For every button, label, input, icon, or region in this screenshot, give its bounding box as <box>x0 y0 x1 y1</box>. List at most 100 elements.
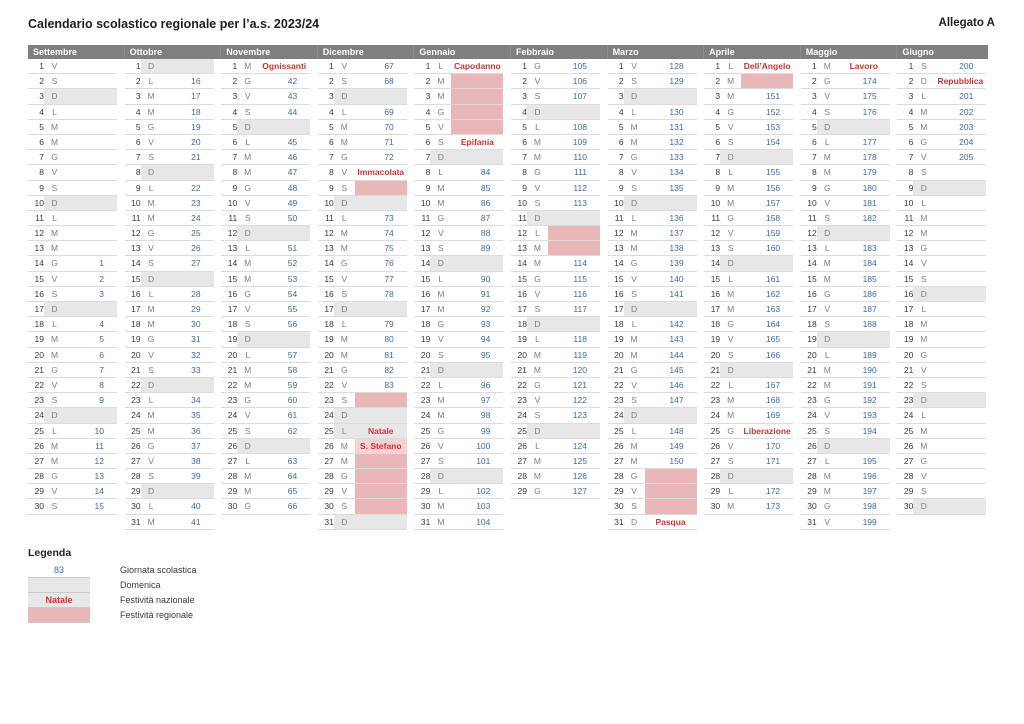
day-value <box>354 180 407 195</box>
weekday-letter: G <box>630 471 638 482</box>
calendar-row: 8 L 155 <box>704 165 794 181</box>
day-value: 127 <box>572 486 587 497</box>
month-header: Maggio <box>801 45 898 59</box>
weekday-letter: S <box>921 379 927 390</box>
calendar-row: 28 G 13 <box>28 469 117 485</box>
weekday-letter: M <box>823 152 831 163</box>
weekday-letter: M <box>727 288 735 299</box>
day-number: 25 <box>420 425 431 436</box>
day-number: 30 <box>227 501 238 512</box>
day-number: 29 <box>324 486 334 497</box>
weekday-letter: D <box>333 302 355 317</box>
day-value <box>65 408 117 423</box>
day-number: 1 <box>812 61 817 71</box>
day-value: 165 <box>765 334 781 345</box>
day-value: 61 <box>287 410 298 421</box>
day-value: 25 <box>191 228 201 239</box>
weekday-letter: V <box>824 91 831 102</box>
weekday-letter: L <box>535 440 540 451</box>
weekday-letter: S <box>534 304 541 314</box>
day-number: 6 <box>135 136 141 147</box>
day-number: 18 <box>614 319 624 330</box>
day-number: 8 <box>618 167 624 178</box>
day-number: 29 <box>614 486 624 497</box>
calendar-row: 26 D <box>221 438 311 454</box>
day-number: 22 <box>903 379 914 390</box>
day-number: 1 <box>522 61 527 71</box>
weekday-letter: M <box>147 197 155 208</box>
day-number: 15 <box>131 273 141 284</box>
weekday-letter: L <box>921 91 927 102</box>
day-number: 23 <box>903 395 914 406</box>
day-number: 14 <box>420 258 431 269</box>
weekday-letter: M <box>920 440 928 451</box>
legend-item-national-holiday: Natale Festività nazionale <box>28 593 197 608</box>
day-value <box>934 256 986 270</box>
day-value: 72 <box>384 152 394 163</box>
day-number: 29 <box>710 486 721 497</box>
day-number: 20 <box>903 349 914 360</box>
day-value: 27 <box>191 258 201 269</box>
calendar-row: 1 S 200 <box>897 59 987 75</box>
day-value: 4 <box>99 319 104 330</box>
weekday-letter: M <box>727 501 735 512</box>
day-number: 7 <box>135 152 141 163</box>
calendar-row: 10 M 157 <box>704 196 794 211</box>
day-value: Capodanno <box>454 61 501 71</box>
day-number: 12 <box>34 228 44 239</box>
day-value <box>65 181 117 195</box>
day-number: 13 <box>227 243 238 254</box>
calendar-row: 13 S 160 <box>704 241 794 257</box>
weekday-letter: M <box>920 121 928 132</box>
calendar-row: 28 D <box>704 469 794 485</box>
day-value: 201 <box>959 91 974 102</box>
day-value: 181 <box>862 197 877 208</box>
calendar-row: 30 L 40 <box>124 499 214 515</box>
day-number: 5 <box>329 121 334 132</box>
calendar-row: 1 L Dell’Angelo <box>704 59 794 75</box>
day-number: 8 <box>522 167 527 178</box>
day-value: 143 <box>669 334 684 345</box>
weekday-letter: G <box>630 364 638 375</box>
day-value: 155 <box>765 167 781 178</box>
day-number: 19 <box>710 334 721 345</box>
weekday-letter: V <box>51 379 58 390</box>
day-number: 27 <box>517 455 527 466</box>
day-value: 144 <box>669 349 684 360</box>
day-value <box>741 469 794 484</box>
weekday-letter: G <box>727 212 734 223</box>
weekday-letter: V <box>438 334 444 345</box>
day-number: 14 <box>517 258 527 269</box>
day-number: 17 <box>517 304 527 314</box>
calendar-row: 1 G 105 <box>510 59 600 75</box>
weekday-letter: M <box>437 91 445 102</box>
day-number: 18 <box>903 319 914 330</box>
day-number: 27 <box>807 455 817 466</box>
weekday-letter: S <box>921 486 927 497</box>
day-number: 16 <box>131 288 141 299</box>
day-number: 13 <box>131 243 141 254</box>
month-column: 1 D 2 L 16 3 M 17 4 M 18 5 G 19 6 V 20 7 S 21 8 D 9 L 22 10 M 23 11 M… <box>124 59 214 530</box>
calendar-row: 22 L 96 <box>414 378 504 394</box>
day-number: 6 <box>425 136 431 147</box>
calendar-row: 20 S 166 <box>704 348 794 363</box>
day-number: 15 <box>614 273 624 284</box>
weekday-letter: D <box>913 180 935 195</box>
day-number: 24 <box>227 410 238 421</box>
month-column: 1 M Ognissanti 2 G 42 3 V 43 4 S 44 5 D 6 L 45 7 M 46 8 M 47 9 G… <box>221 59 311 530</box>
calendar-row: 12 V 88 <box>414 226 504 242</box>
weekday-letter: G <box>244 76 251 87</box>
weekday-letter: M <box>630 136 638 147</box>
calendar-row: 18 D <box>510 317 600 333</box>
weekday-letter: G <box>51 364 58 375</box>
weekday-letter: S <box>631 76 637 87</box>
calendar-row: 10 M 86 <box>414 196 504 211</box>
weekday-letter: G <box>823 182 831 193</box>
weekday-letter: D <box>430 150 452 165</box>
calendar-row: 26 V 100 <box>414 439 504 454</box>
day-value: 157 <box>765 197 781 208</box>
